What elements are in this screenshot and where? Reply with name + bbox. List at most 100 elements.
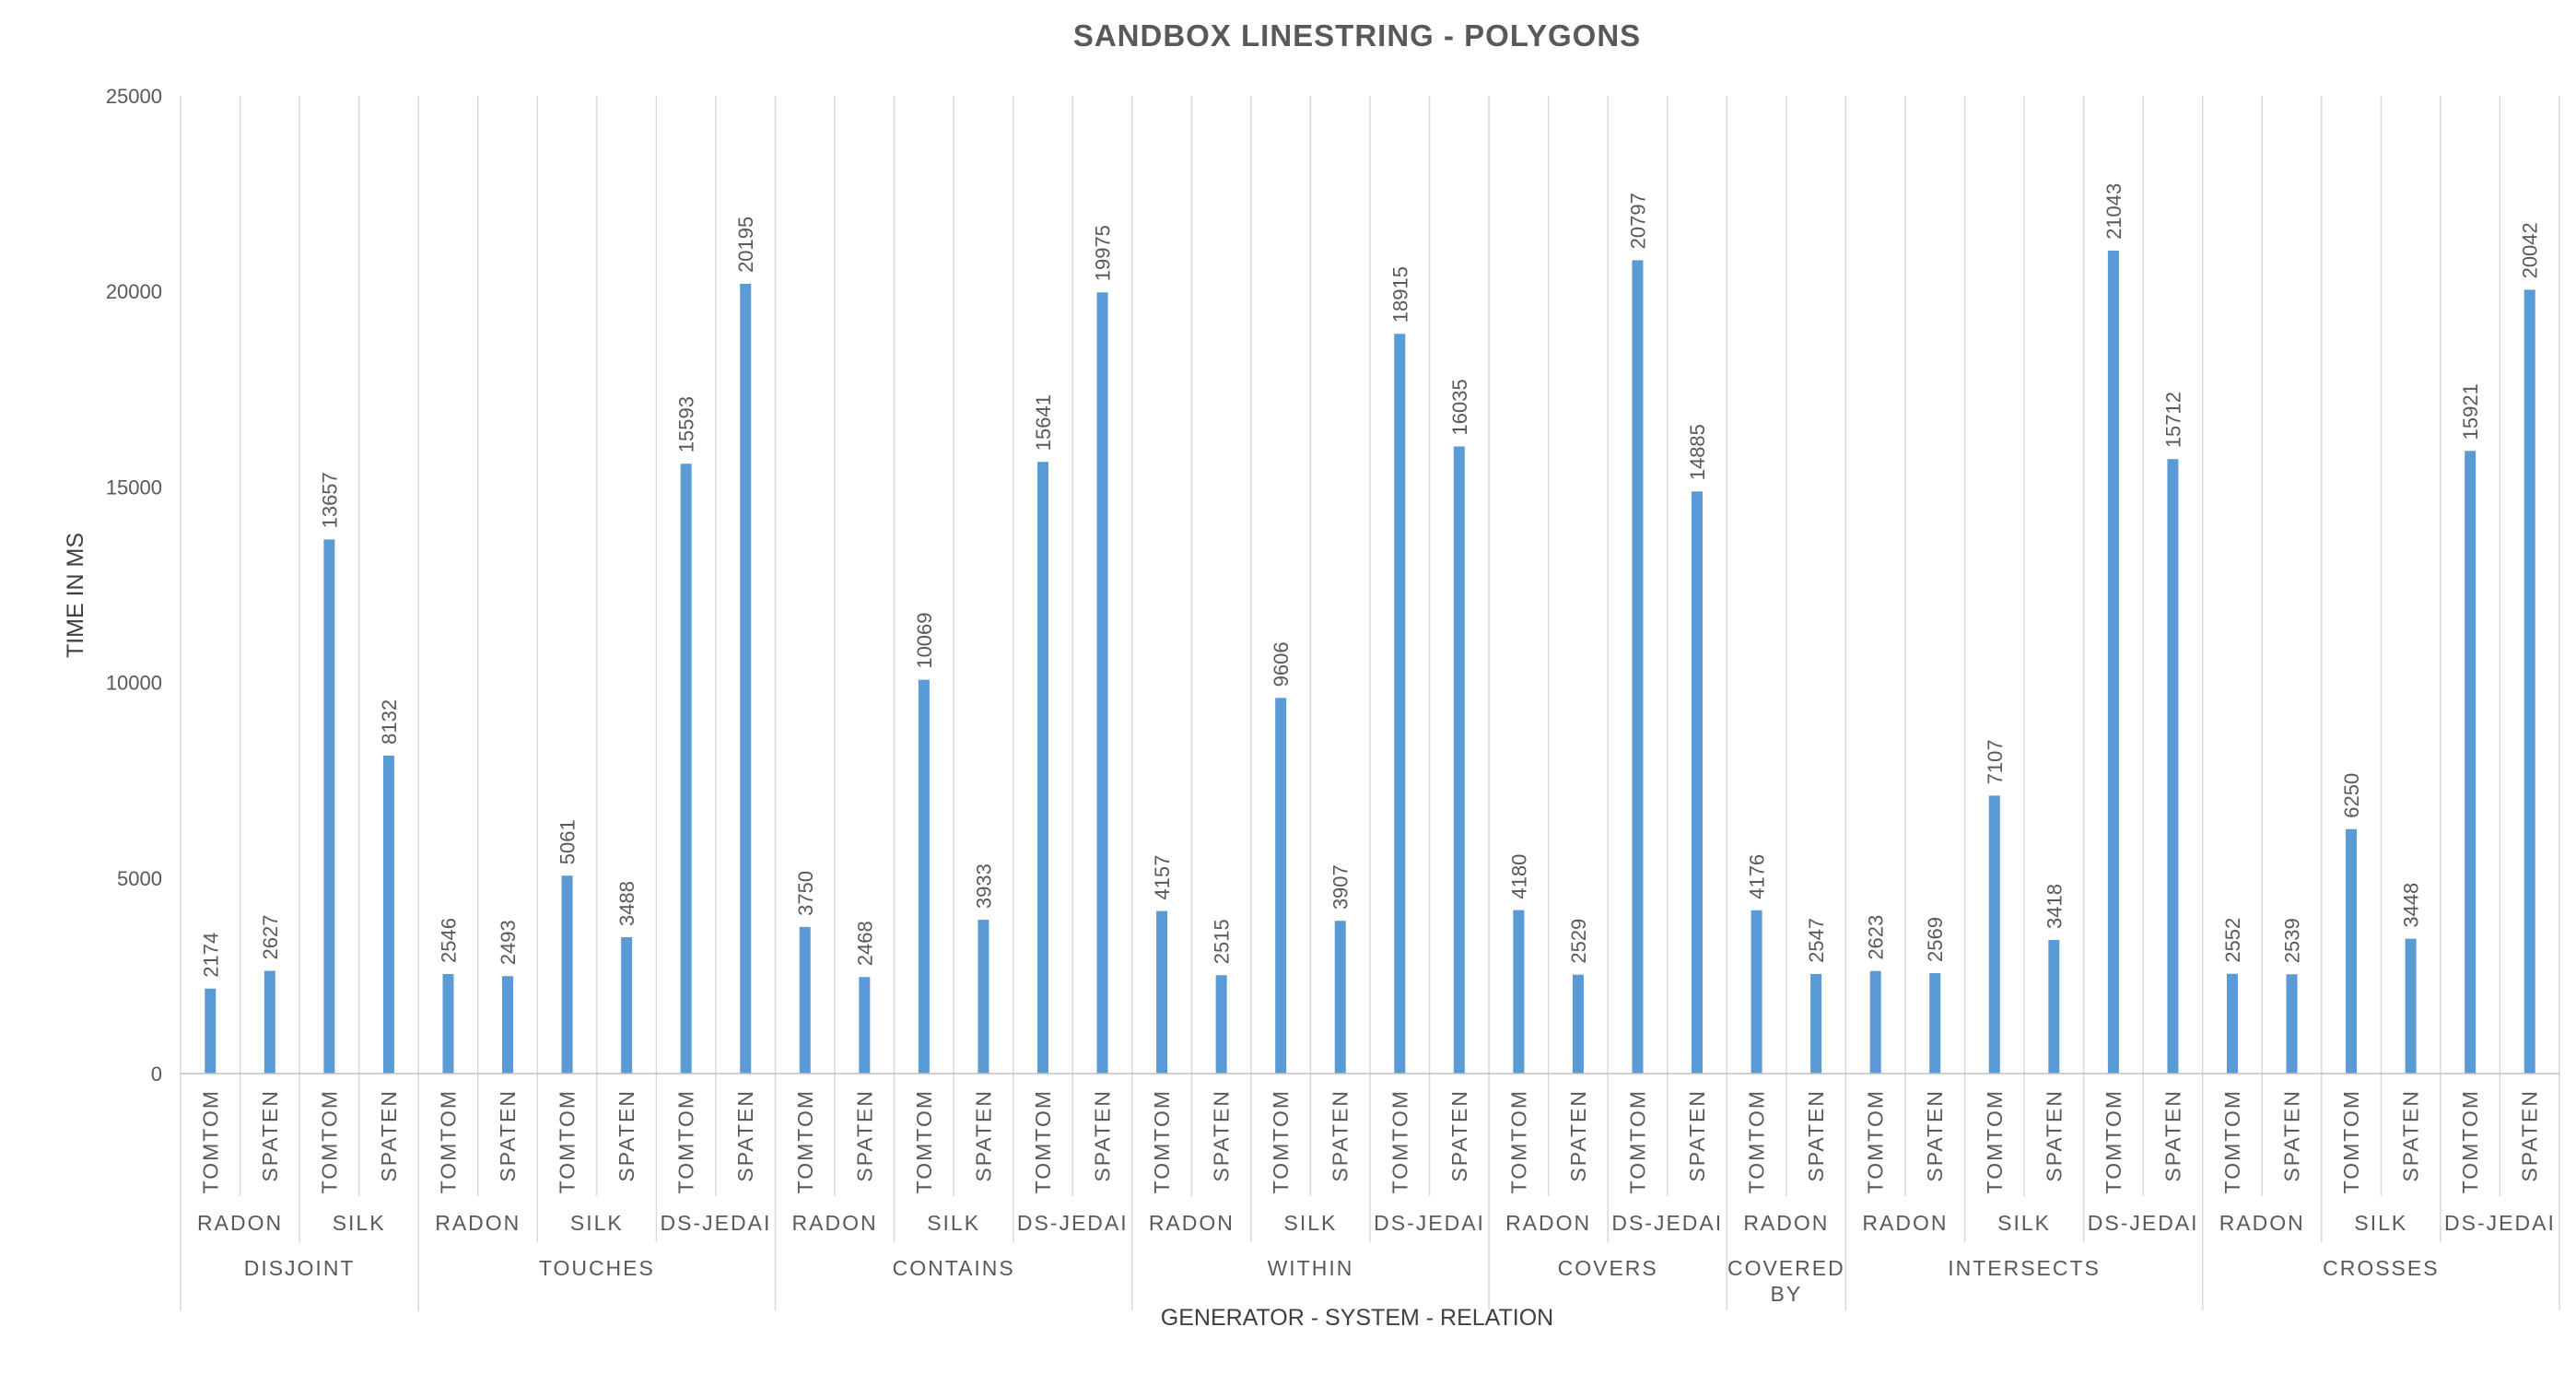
system-label: RADON <box>792 1211 878 1235</box>
bar <box>502 976 514 1074</box>
generator-label: SPATEN <box>377 1089 401 1182</box>
data-label: 20797 <box>1626 193 1649 249</box>
generator-label: TOMTOM <box>1864 1089 1888 1193</box>
generator-label: TOMTOM <box>198 1089 222 1193</box>
relation-label: CONTAINS <box>893 1256 1015 1280</box>
generator-label: SPATEN <box>1210 1089 1234 1182</box>
generator-label: SPATEN <box>1447 1089 1471 1182</box>
system-label: SILK <box>1284 1211 1338 1235</box>
category-separators <box>180 96 2560 1310</box>
relation-label: DISJOINT <box>244 1256 356 1280</box>
bar <box>1275 698 1287 1074</box>
y-tick-label: 10000 <box>106 672 162 695</box>
y-tick-label: 20000 <box>106 280 162 303</box>
generator-label: TOMTOM <box>1150 1089 1174 1193</box>
y-axis-ticks: 0 5000 10000 15000 20000 25000 <box>106 85 162 1086</box>
data-label: 2539 <box>2281 918 2304 963</box>
y-tick-label: 15000 <box>106 476 162 499</box>
bar <box>1453 446 1465 1074</box>
data-label: 2623 <box>1865 915 1888 960</box>
bar <box>2286 974 2298 1074</box>
data-label: 20195 <box>734 217 757 273</box>
system-label: DS-JEDAI <box>2444 1211 2556 1235</box>
system-label: DS-JEDAI <box>661 1211 772 1235</box>
bar <box>1572 974 1584 1074</box>
data-label: 9606 <box>1270 641 1293 687</box>
bar <box>442 973 454 1074</box>
generator-label: TOMTOM <box>2220 1089 2244 1193</box>
bar <box>1394 334 1406 1074</box>
bar <box>1751 910 1762 1074</box>
bar <box>740 283 752 1074</box>
bar <box>2523 289 2535 1075</box>
data-label: 18915 <box>1388 266 1411 323</box>
bar <box>1810 973 1822 1074</box>
x-axis-title: GENERATOR - SYSTEM - RELATION <box>1161 1305 1553 1331</box>
generator-label: TOMTOM <box>793 1089 817 1193</box>
data-label: 3750 <box>794 871 817 916</box>
system-labels: RADON SILK RADON SILK DS-JEDAI RADON SILK DS-JE… <box>197 1211 2556 1235</box>
data-label: 2569 <box>1924 917 1947 962</box>
generator-label: SPATEN <box>1923 1089 1947 1182</box>
data-label: 2546 <box>437 918 460 963</box>
generator-label: SPATEN <box>1091 1089 1115 1182</box>
system-label: DS-JEDAI <box>1374 1211 1485 1235</box>
generator-label: TOMTOM <box>317 1089 341 1193</box>
data-label: 4176 <box>1746 854 1769 899</box>
bar <box>2226 973 2238 1074</box>
system-label: RADON <box>1149 1211 1235 1235</box>
bar <box>1156 910 1168 1074</box>
generator-label: SPATEN <box>1566 1089 1590 1182</box>
relation-label: WITHIN <box>1268 1256 1354 1280</box>
bar <box>2346 828 2358 1074</box>
system-label: RADON <box>1505 1211 1591 1235</box>
bar <box>2465 451 2476 1075</box>
data-label: 8132 <box>378 699 401 745</box>
bar <box>1632 260 1644 1074</box>
relation-label: COVERS <box>1558 1256 1658 1280</box>
generator-label: SPATEN <box>2518 1089 2542 1182</box>
bar <box>1036 462 1048 1075</box>
relation-label: TOUCHES <box>539 1256 655 1280</box>
data-label: 2529 <box>1567 919 1590 964</box>
data-label: 19975 <box>1092 225 1115 281</box>
bar <box>382 755 394 1074</box>
y-tick-label: 25000 <box>106 85 162 108</box>
generator-label: SPATEN <box>2160 1089 2184 1182</box>
data-labels: 2174 2627 13657 8132 2546 2493 5061 3488 15593 20… <box>199 183 2541 978</box>
data-label: 2547 <box>1805 918 1828 963</box>
generator-label: TOMTOM <box>556 1089 580 1193</box>
generator-label: SPATEN <box>258 1089 282 1182</box>
relation-label: CROSSES <box>2323 1256 2439 1280</box>
generator-label: TOMTOM <box>1388 1089 1411 1193</box>
generator-label: TOMTOM <box>1625 1089 1649 1193</box>
system-label: RADON <box>1862 1211 1948 1235</box>
bar <box>2405 938 2417 1074</box>
bar <box>263 970 275 1074</box>
bar <box>1096 292 1108 1074</box>
bar <box>799 926 811 1074</box>
data-label: 6250 <box>2340 773 2363 818</box>
system-label: RADON <box>2219 1211 2305 1235</box>
data-label: 2552 <box>2221 918 2244 963</box>
bar <box>2107 250 2119 1075</box>
system-label: DS-JEDAI <box>1611 1211 1723 1235</box>
relation-label: INTERSECTS <box>1948 1256 2101 1280</box>
data-label: 15641 <box>1032 394 1055 451</box>
generator-label: TOMTOM <box>436 1089 460 1193</box>
generator-label: SPATEN <box>615 1089 638 1182</box>
generator-label: SPATEN <box>733 1089 757 1182</box>
y-tick-label: 5000 <box>117 867 162 890</box>
bar <box>1513 910 1525 1074</box>
generator-label: TOMTOM <box>1983 1089 2007 1193</box>
generator-label: SPATEN <box>1329 1089 1352 1182</box>
data-label: 3448 <box>2400 883 2423 928</box>
generator-labels: TOMTOM SPATEN TOMTOM SPATEN TOMTOM SPATEN TOMT… <box>198 1089 2541 1193</box>
data-label: 4157 <box>1151 855 1174 900</box>
data-label: 14885 <box>1686 424 1709 480</box>
data-label: 3907 <box>1329 864 1352 910</box>
relation-label: COVERED BY <box>1727 1256 1845 1306</box>
generator-label: TOMTOM <box>2102 1089 2125 1193</box>
bar <box>205 988 217 1074</box>
